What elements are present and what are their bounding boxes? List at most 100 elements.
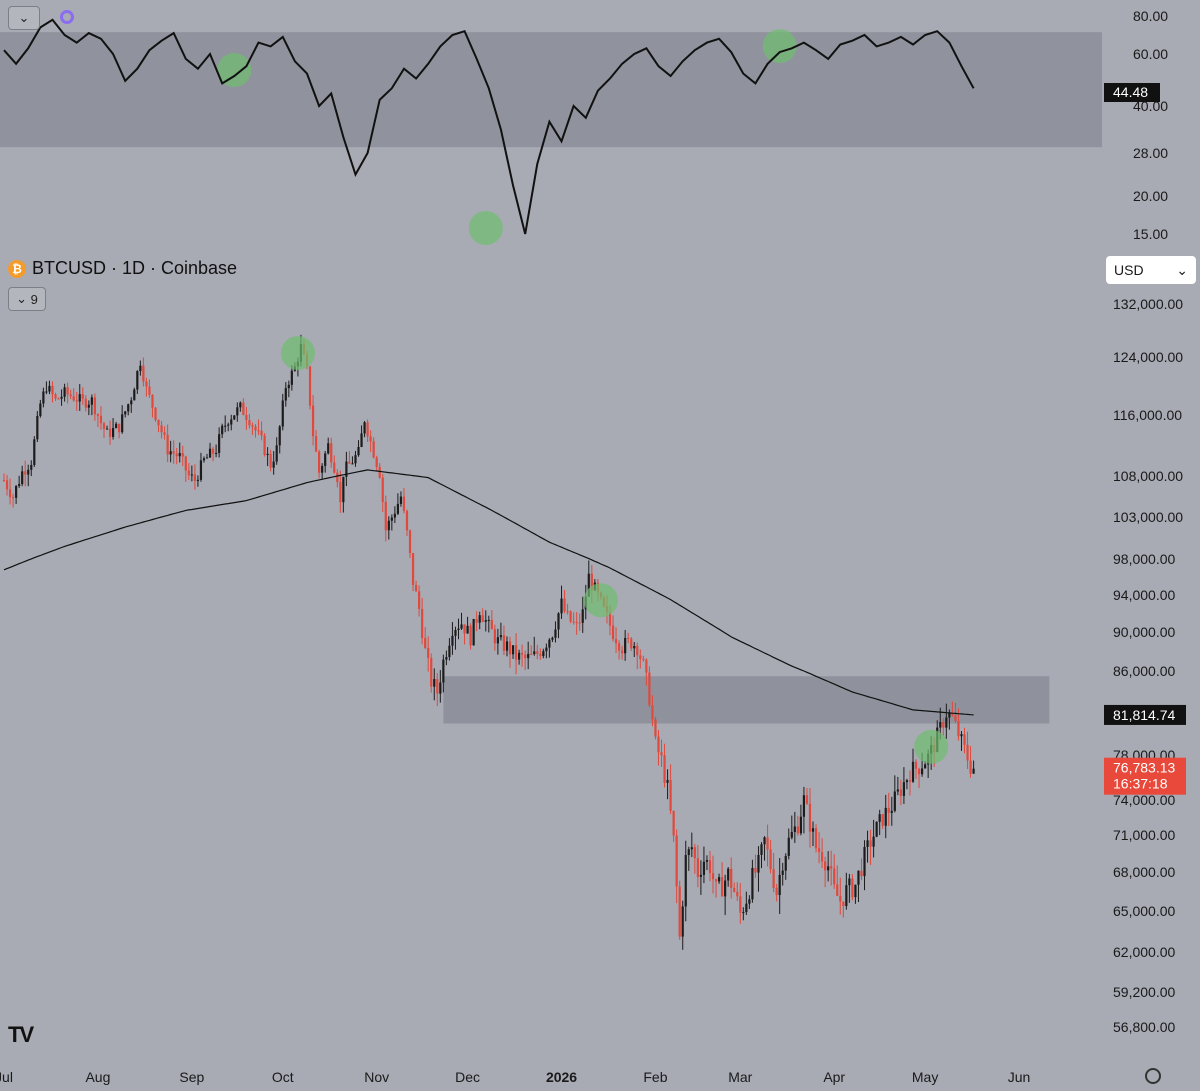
candle — [863, 840, 866, 891]
candle-body — [102, 423, 106, 429]
candle — [739, 883, 742, 924]
candle-body — [445, 657, 448, 660]
candle-body — [760, 844, 763, 855]
candle-body — [272, 461, 275, 468]
candle — [178, 442, 181, 463]
candle-body — [872, 836, 875, 847]
indicators-toggle-button[interactable]: ⌄ 9 — [8, 287, 46, 311]
candle — [811, 821, 815, 847]
price-tick-label: 74,000.00 — [1113, 792, 1175, 808]
candle-body — [399, 496, 403, 504]
candle-body — [330, 443, 333, 463]
candle — [72, 388, 75, 402]
candle-body — [190, 474, 193, 476]
candle-body — [99, 415, 103, 424]
candle — [754, 854, 757, 878]
candle-body — [284, 388, 287, 401]
candle — [418, 585, 421, 617]
candle — [339, 470, 342, 513]
candle-body — [684, 855, 687, 907]
candle — [251, 422, 254, 436]
candle-body — [842, 901, 845, 907]
rsi-tick-label: 15.00 — [1133, 226, 1168, 242]
candle-body — [336, 472, 339, 483]
candle-body — [121, 414, 124, 433]
candle — [66, 382, 69, 404]
candle-body — [869, 840, 872, 847]
candle — [814, 824, 818, 853]
candle — [260, 421, 263, 441]
candle — [81, 387, 84, 405]
candle-body — [751, 867, 754, 900]
candle-body — [633, 645, 636, 649]
candle-body — [469, 625, 472, 646]
candle — [154, 407, 157, 422]
x-tick-label: Nov — [364, 1069, 389, 1085]
candle-body — [878, 814, 881, 822]
candle-body — [566, 611, 569, 613]
candle — [454, 626, 457, 650]
candle — [115, 421, 118, 429]
candle-body — [384, 501, 387, 531]
price-highlight-circle — [583, 583, 618, 618]
candle-body — [245, 414, 248, 421]
candle-body — [539, 653, 542, 657]
candle — [887, 792, 890, 826]
candle — [21, 465, 24, 487]
candle — [533, 636, 536, 656]
candle-body — [848, 878, 851, 886]
candle — [790, 815, 793, 840]
candle — [860, 858, 863, 881]
candle — [221, 423, 224, 439]
tradingview-logo: TV — [8, 1022, 34, 1047]
candle-body — [551, 637, 554, 640]
candle — [554, 621, 557, 643]
candle-body — [124, 411, 127, 415]
candle-body — [96, 414, 100, 416]
candle-body — [318, 451, 321, 473]
candle — [408, 529, 412, 559]
candle-body — [508, 641, 512, 655]
candle-body — [796, 826, 799, 834]
candle — [899, 779, 902, 806]
candle — [845, 872, 848, 910]
rsi-collapse-button[interactable]: ⌄ — [8, 6, 40, 30]
candle-body — [521, 652, 524, 655]
candle-body — [2, 480, 6, 482]
candle — [308, 365, 312, 410]
candle-body — [136, 371, 139, 390]
candle — [530, 645, 533, 655]
candle — [127, 403, 130, 416]
candle-body — [627, 637, 630, 639]
candle-body — [763, 837, 766, 845]
candle — [266, 447, 269, 467]
candle — [669, 764, 672, 815]
candle — [657, 730, 660, 766]
candle — [133, 387, 136, 401]
candle-body — [717, 877, 721, 882]
candle-body — [963, 734, 966, 745]
rsi-tick-label: 60.00 — [1133, 46, 1168, 62]
gear-icon[interactable] — [1145, 1068, 1161, 1084]
candle — [893, 775, 896, 813]
price-tick-label: 65,000.00 — [1113, 903, 1175, 919]
candle-body — [33, 439, 36, 466]
rsi-current-label: 44.48 — [1113, 84, 1148, 100]
candle-body — [254, 426, 257, 431]
candle-body — [387, 520, 390, 531]
candle-body — [108, 428, 112, 437]
candle — [199, 452, 203, 482]
candle — [45, 381, 48, 395]
indicator-count: 9 — [30, 291, 38, 307]
candle-body — [821, 852, 824, 862]
candle — [854, 884, 857, 904]
candle-body — [230, 419, 233, 425]
currency-select[interactable]: USD ⌄ — [1106, 256, 1196, 284]
candle-body — [811, 828, 815, 832]
candle — [748, 895, 751, 909]
candle — [445, 650, 448, 666]
candle-body — [184, 456, 187, 471]
candle — [548, 638, 551, 658]
price-tick-label: 94,000.00 — [1113, 587, 1175, 603]
